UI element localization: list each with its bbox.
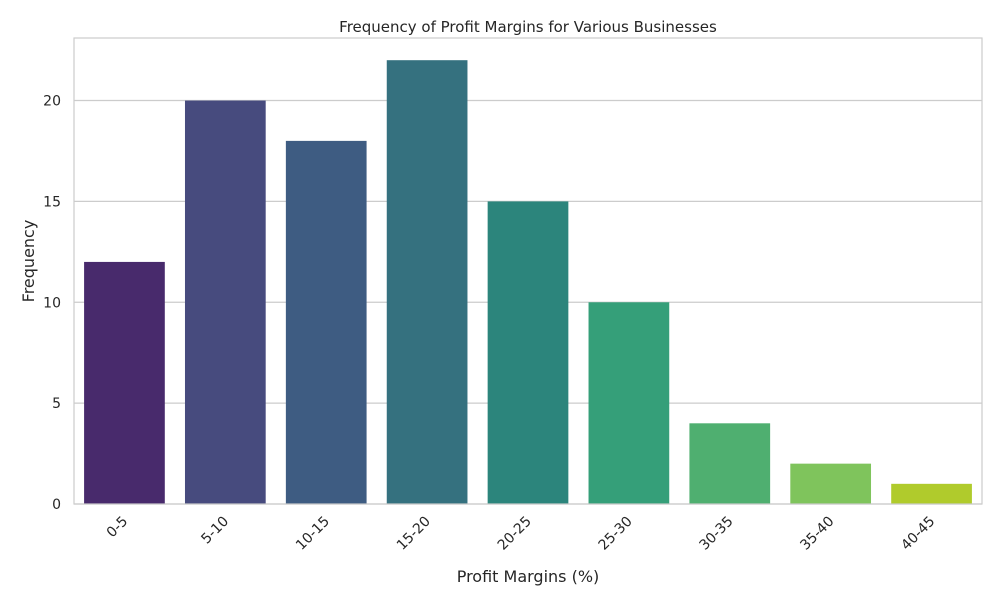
bar [891, 483, 972, 504]
bar [487, 201, 569, 505]
chart-title: Frequency of Profit Margins for Various … [339, 18, 717, 36]
bar [386, 60, 468, 504]
bar [84, 261, 165, 504]
bar [285, 140, 367, 504]
bar [790, 463, 872, 504]
bars [84, 60, 972, 505]
bar [689, 423, 771, 504]
y-tick-label: 10 [43, 295, 61, 311]
y-tick-label: 20 [43, 94, 61, 110]
bar [588, 302, 670, 504]
plot-frame [73, 37, 983, 505]
y-tick-labels: 0 5 10 15 20 [43, 94, 61, 513]
y-axis-label: Frequency [19, 220, 38, 303]
y-tick-label: 0 [52, 497, 61, 513]
y-tick-label: 5 [52, 396, 61, 412]
x-axis-label: Profit Margins (%) [457, 567, 600, 586]
bar [184, 100, 266, 504]
y-tick-label: 15 [43, 194, 61, 210]
